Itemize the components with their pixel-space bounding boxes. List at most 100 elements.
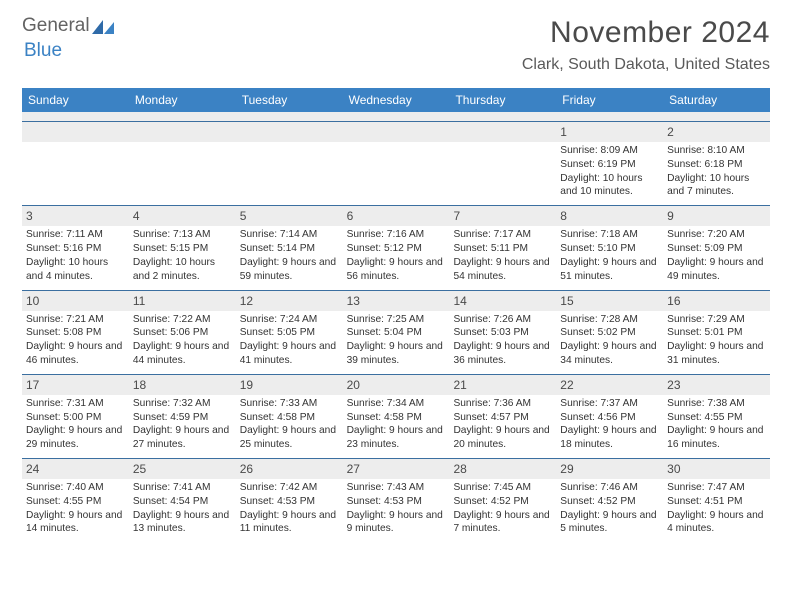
day-cell: 19Sunrise: 7:33 AMSunset: 4:58 PMDayligh… bbox=[236, 375, 343, 458]
daylight-text: Daylight: 10 hours and 7 minutes. bbox=[667, 172, 766, 200]
day-cell: 13Sunrise: 7:25 AMSunset: 5:04 PMDayligh… bbox=[343, 291, 450, 374]
day-cell: 11Sunrise: 7:22 AMSunset: 5:06 PMDayligh… bbox=[129, 291, 236, 374]
day-cell: 29Sunrise: 7:46 AMSunset: 4:52 PMDayligh… bbox=[556, 459, 663, 542]
sunset-text: Sunset: 4:58 PM bbox=[347, 411, 446, 425]
day-cell bbox=[449, 122, 556, 205]
sunset-text: Sunset: 5:16 PM bbox=[26, 242, 125, 256]
day-number: 20 bbox=[343, 375, 450, 395]
day-cell: 1 Sunrise: 8:09 AMSunset: 6:19 PMDaylight… bbox=[556, 122, 663, 205]
sunset-text: Sunset: 4:52 PM bbox=[560, 495, 659, 509]
week-row: 3Sunrise: 7:11 AMSunset: 5:16 PMDaylight… bbox=[22, 206, 770, 289]
sunrise-text: Sunrise: 7:20 AM bbox=[667, 228, 766, 242]
day-cell: 30Sunrise: 7:47 AMSunset: 4:51 PMDayligh… bbox=[663, 459, 770, 542]
weeks-container: 1Sunrise: 8:09 AMSunset: 6:19 PMDaylight… bbox=[22, 122, 770, 542]
sunset-text: Sunset: 6:19 PM bbox=[560, 158, 659, 172]
day-cell bbox=[22, 122, 129, 205]
day-number: 26 bbox=[236, 459, 343, 479]
day-cell: 6Sunrise: 7:16 AMSunset: 5:12 PMDaylight… bbox=[343, 206, 450, 289]
week-row: 24Sunrise: 7:40 AMSunset: 4:55 PMDayligh… bbox=[22, 459, 770, 542]
sunrise-text: Sunrise: 7:34 AM bbox=[347, 397, 446, 411]
sunrise-text: Sunrise: 7:25 AM bbox=[347, 313, 446, 327]
day-number: 29 bbox=[556, 459, 663, 479]
sunrise-text: Sunrise: 7:38 AM bbox=[667, 397, 766, 411]
day-number bbox=[449, 122, 556, 142]
daylight-text: Daylight: 10 hours and 2 minutes. bbox=[133, 256, 232, 284]
sunrise-text: Sunrise: 7:46 AM bbox=[560, 481, 659, 495]
sunset-text: Sunset: 5:09 PM bbox=[667, 242, 766, 256]
day-number: 23 bbox=[663, 375, 770, 395]
daylight-text: Daylight: 9 hours and 34 minutes. bbox=[560, 340, 659, 368]
day-number: 5 bbox=[236, 206, 343, 226]
sunset-text: Sunset: 5:05 PM bbox=[240, 326, 339, 340]
day-number bbox=[343, 122, 450, 142]
sunrise-text: Sunrise: 7:16 AM bbox=[347, 228, 446, 242]
day-cell: 23Sunrise: 7:38 AMSunset: 4:55 PMDayligh… bbox=[663, 375, 770, 458]
daylight-text: Daylight: 9 hours and 4 minutes. bbox=[667, 509, 766, 537]
day-number: 18 bbox=[129, 375, 236, 395]
day-number: 30 bbox=[663, 459, 770, 479]
sunrise-text: Sunrise: 7:11 AM bbox=[26, 228, 125, 242]
day-cell: 3Sunrise: 7:11 AMSunset: 5:16 PMDaylight… bbox=[22, 206, 129, 289]
day-cell: 15Sunrise: 7:28 AMSunset: 5:02 PMDayligh… bbox=[556, 291, 663, 374]
day-cell bbox=[129, 122, 236, 205]
day-number: 8 bbox=[556, 206, 663, 226]
brand-part2: Blue bbox=[24, 40, 62, 62]
daylight-text: Daylight: 9 hours and 20 minutes. bbox=[453, 424, 552, 452]
daylight-text: Daylight: 9 hours and 51 minutes. bbox=[560, 256, 659, 284]
calendar: Sunday Monday Tuesday Wednesday Thursday… bbox=[22, 88, 770, 542]
day-cell: 5Sunrise: 7:14 AMSunset: 5:14 PMDaylight… bbox=[236, 206, 343, 289]
daylight-text: Daylight: 9 hours and 25 minutes. bbox=[240, 424, 339, 452]
day-number: 14 bbox=[449, 291, 556, 311]
day-number: 15 bbox=[556, 291, 663, 311]
sunset-text: Sunset: 5:01 PM bbox=[667, 326, 766, 340]
sunrise-text: Sunrise: 7:37 AM bbox=[560, 397, 659, 411]
day-number: 19 bbox=[236, 375, 343, 395]
daylight-text: Daylight: 9 hours and 41 minutes. bbox=[240, 340, 339, 368]
day-cell: 7Sunrise: 7:17 AMSunset: 5:11 PMDaylight… bbox=[449, 206, 556, 289]
day-number: 21 bbox=[449, 375, 556, 395]
day-number: 28 bbox=[449, 459, 556, 479]
day-cell: 8Sunrise: 7:18 AMSunset: 5:10 PMDaylight… bbox=[556, 206, 663, 289]
sail-icon bbox=[92, 19, 114, 33]
day-cell: 22Sunrise: 7:37 AMSunset: 4:56 PMDayligh… bbox=[556, 375, 663, 458]
day-cell: 17Sunrise: 7:31 AMSunset: 5:00 PMDayligh… bbox=[22, 375, 129, 458]
daylight-text: Daylight: 9 hours and 36 minutes. bbox=[453, 340, 552, 368]
daylight-text: Daylight: 9 hours and 13 minutes. bbox=[133, 509, 232, 537]
sunset-text: Sunset: 6:18 PM bbox=[667, 158, 766, 172]
sunrise-text: Sunrise: 7:28 AM bbox=[560, 313, 659, 327]
sunrise-text: Sunrise: 7:41 AM bbox=[133, 481, 232, 495]
sunset-text: Sunset: 4:59 PM bbox=[133, 411, 232, 425]
sunrise-text: Sunrise: 7:47 AM bbox=[667, 481, 766, 495]
day-cell: 18Sunrise: 7:32 AMSunset: 4:59 PMDayligh… bbox=[129, 375, 236, 458]
sunrise-text: Sunrise: 7:31 AM bbox=[26, 397, 125, 411]
daylight-text: Daylight: 9 hours and 46 minutes. bbox=[26, 340, 125, 368]
day-number: 13 bbox=[343, 291, 450, 311]
month-title: November 2024 bbox=[522, 16, 770, 50]
title-block: November 2024 Clark, South Dakota, Unite… bbox=[522, 16, 770, 74]
location-text: Clark, South Dakota, United States bbox=[522, 56, 770, 74]
sunset-text: Sunset: 5:12 PM bbox=[347, 242, 446, 256]
daylight-text: Daylight: 9 hours and 16 minutes. bbox=[667, 424, 766, 452]
daylight-text: Daylight: 9 hours and 9 minutes. bbox=[347, 509, 446, 537]
day-cell: 24Sunrise: 7:40 AMSunset: 4:55 PMDayligh… bbox=[22, 459, 129, 542]
day-cell: 14Sunrise: 7:26 AMSunset: 5:03 PMDayligh… bbox=[449, 291, 556, 374]
day-cell: 16Sunrise: 7:29 AMSunset: 5:01 PMDayligh… bbox=[663, 291, 770, 374]
daylight-text: Daylight: 10 hours and 10 minutes. bbox=[560, 172, 659, 200]
sunset-text: Sunset: 4:56 PM bbox=[560, 411, 659, 425]
spacer-row bbox=[22, 112, 770, 122]
day-number: 7 bbox=[449, 206, 556, 226]
sunrise-text: Sunrise: 7:22 AM bbox=[133, 313, 232, 327]
week-row: 1Sunrise: 8:09 AMSunset: 6:19 PMDaylight… bbox=[22, 122, 770, 205]
day-number bbox=[22, 122, 129, 142]
day-cell bbox=[343, 122, 450, 205]
day-number: 24 bbox=[22, 459, 129, 479]
day-number bbox=[129, 122, 236, 142]
sunrise-text: Sunrise: 7:13 AM bbox=[133, 228, 232, 242]
sunrise-text: Sunrise: 8:09 AM bbox=[560, 144, 659, 158]
sunrise-text: Sunrise: 7:29 AM bbox=[667, 313, 766, 327]
sunset-text: Sunset: 5:11 PM bbox=[453, 242, 552, 256]
day-cell: 20Sunrise: 7:34 AMSunset: 4:58 PMDayligh… bbox=[343, 375, 450, 458]
day-number: 1 bbox=[556, 122, 663, 142]
sunset-text: Sunset: 5:14 PM bbox=[240, 242, 339, 256]
daylight-text: Daylight: 9 hours and 29 minutes. bbox=[26, 424, 125, 452]
